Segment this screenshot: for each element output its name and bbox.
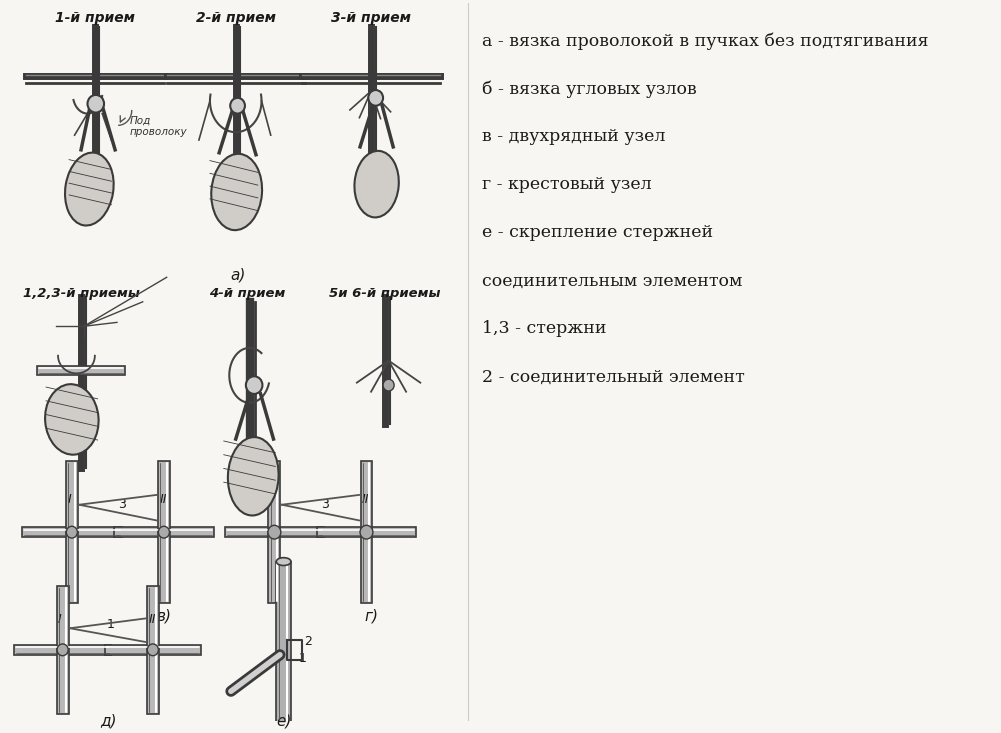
Text: II: II (362, 493, 369, 506)
Text: 2: 2 (304, 635, 311, 648)
Text: 2 - соединительный элемент: 2 - соединительный элемент (481, 369, 745, 386)
Text: I: I (58, 613, 62, 625)
Text: I: I (67, 493, 71, 506)
Circle shape (383, 379, 394, 391)
Text: соединительным элементом: соединительным элементом (481, 273, 742, 290)
Text: д): д) (100, 713, 117, 729)
Text: 5и 6-й приемы: 5и 6-й приемы (329, 287, 440, 300)
Text: е - скрепление стержней: е - скрепление стержней (481, 224, 713, 241)
FancyBboxPatch shape (276, 561, 291, 733)
Ellipse shape (65, 152, 114, 226)
FancyBboxPatch shape (360, 461, 372, 603)
Text: г - крестовый узел: г - крестовый узел (481, 177, 652, 194)
FancyBboxPatch shape (147, 586, 159, 713)
Ellipse shape (354, 151, 398, 218)
Text: I: I (270, 493, 273, 506)
Text: г): г) (364, 608, 378, 624)
Text: Под
проволоку: Под проволоку (130, 116, 187, 137)
Text: 3: 3 (118, 498, 126, 511)
Text: б - вязка угловых узлов: б - вязка угловых узлов (481, 80, 697, 97)
Circle shape (360, 526, 373, 539)
FancyBboxPatch shape (37, 366, 125, 375)
Text: в): в) (156, 608, 171, 624)
Text: 1: 1 (106, 619, 114, 631)
Text: 1,3 - стержни: 1,3 - стержни (481, 320, 606, 337)
FancyBboxPatch shape (268, 461, 280, 603)
Circle shape (246, 376, 262, 394)
Ellipse shape (276, 558, 291, 565)
Circle shape (368, 90, 383, 106)
Ellipse shape (228, 437, 278, 515)
Text: II: II (159, 493, 167, 506)
Circle shape (230, 98, 245, 114)
Circle shape (87, 95, 104, 113)
Text: е): е) (276, 713, 291, 729)
Circle shape (158, 526, 169, 538)
Text: II: II (148, 613, 156, 625)
Text: 1: 1 (298, 652, 306, 665)
FancyBboxPatch shape (66, 461, 78, 603)
Circle shape (268, 526, 281, 539)
Text: а): а) (230, 268, 245, 282)
FancyBboxPatch shape (104, 645, 201, 655)
FancyBboxPatch shape (22, 527, 121, 537)
FancyBboxPatch shape (224, 527, 324, 537)
Text: 4-й прием: 4-й прием (208, 287, 285, 300)
Text: б): б) (232, 481, 248, 497)
Ellipse shape (211, 154, 262, 230)
FancyBboxPatch shape (14, 645, 111, 655)
Text: а - вязка проволокой в пучках без подтягивания: а - вязка проволокой в пучках без подтяг… (481, 32, 928, 50)
Ellipse shape (45, 384, 98, 454)
FancyBboxPatch shape (114, 527, 213, 537)
Circle shape (147, 644, 158, 656)
Circle shape (57, 644, 68, 656)
Text: 3: 3 (321, 498, 329, 511)
Text: 1,2,3-й приемы: 1,2,3-й приемы (23, 287, 139, 300)
Text: в - двухрядный узел: в - двухрядный узел (481, 128, 665, 145)
Text: 3-й прием: 3-й прием (331, 10, 411, 25)
Circle shape (66, 526, 77, 538)
Text: 1-й прием: 1-й прием (55, 10, 135, 25)
Text: 2-й прием: 2-й прием (196, 10, 275, 25)
FancyBboxPatch shape (316, 527, 416, 537)
FancyBboxPatch shape (158, 461, 170, 603)
FancyBboxPatch shape (57, 586, 69, 713)
